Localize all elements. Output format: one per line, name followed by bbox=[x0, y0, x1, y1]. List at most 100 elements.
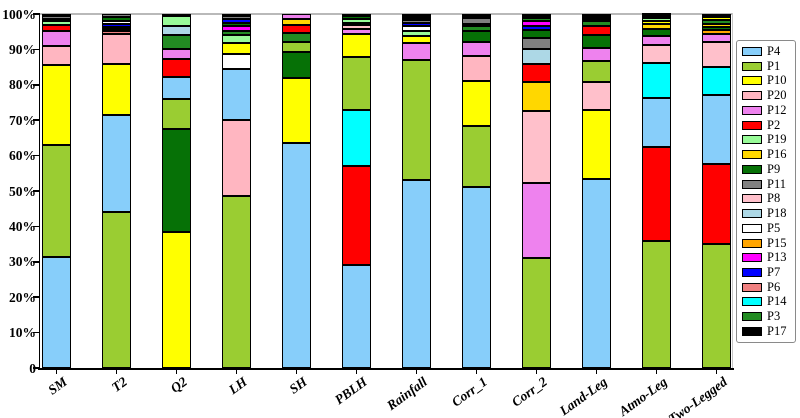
bar-segment-Atmo-Leg-P8 bbox=[642, 44, 671, 63]
bar-segment-Two-Legged-P16 bbox=[702, 23, 731, 28]
bar-segment-PBLH-P19 bbox=[342, 18, 371, 23]
bar-segment-Two-Legged-P10 bbox=[702, 16, 731, 21]
x-tick-mark-Corr_1 bbox=[475, 369, 478, 374]
bar-segment-Rainfall-P12 bbox=[402, 43, 431, 61]
bar-segment-Atmo-Leg-P7 bbox=[642, 15, 671, 18]
bar-segment-Land-Leg-P3 bbox=[582, 21, 611, 26]
y-tick-mark-60 bbox=[33, 154, 39, 157]
bar-segment-Corr_1-P10 bbox=[462, 80, 491, 127]
legend-label-P7: P7 bbox=[767, 265, 781, 280]
legend-swatch-P20 bbox=[742, 91, 762, 101]
legend-swatch-P8 bbox=[742, 194, 762, 204]
legend-label-P2: P2 bbox=[767, 117, 781, 132]
legend-label-P13: P13 bbox=[767, 250, 787, 265]
legend-item-P8: P8 bbox=[742, 192, 793, 205]
legend-item-P6: P6 bbox=[742, 280, 793, 294]
x-tick-mark-Atmo-Leg bbox=[655, 369, 658, 374]
x-tick-mark-Two-Legged bbox=[715, 369, 718, 374]
bar-segment-PBLH-P2 bbox=[342, 166, 371, 266]
legend-item-P19: P19 bbox=[742, 133, 793, 146]
bar-segment-Two-Legged-P4 bbox=[702, 95, 731, 165]
x-tick-mark-PBLH bbox=[355, 369, 358, 374]
legend-label-P10: P10 bbox=[767, 73, 787, 88]
top-spine bbox=[40, 13, 733, 15]
bar-segment-Q2-P17 bbox=[162, 14, 191, 17]
bar-segment-SM-P9 bbox=[42, 18, 71, 22]
bar-segment-Rainfall-P1 bbox=[402, 60, 431, 181]
bar-segment-Q2-P18 bbox=[162, 26, 191, 36]
bar-segment-SM-P4 bbox=[42, 256, 71, 368]
bar-T2 bbox=[102, 14, 131, 368]
legend: P4 P1 P10 P20 P12 P2 P19 P16 P9 P11 P8 P18 P5 P15 P13 P… bbox=[736, 40, 796, 343]
bar-segment-Rainfall-P17 bbox=[402, 14, 431, 21]
x-tick-mark-Corr_2 bbox=[535, 369, 538, 374]
bar-segment-Rainfall-P5 bbox=[402, 26, 431, 32]
bar-SH bbox=[282, 14, 311, 368]
legend-label-P15: P15 bbox=[767, 235, 787, 250]
bar-segment-SM-P19 bbox=[42, 21, 71, 25]
bar-segment-Two-Legged-P2 bbox=[702, 164, 731, 245]
bar-segment-Rainfall-P7 bbox=[402, 22, 431, 27]
bar-segment-LH-P9 bbox=[222, 22, 251, 27]
bar-segment-Corr_2-P12 bbox=[522, 182, 551, 259]
y-tick-mark-100 bbox=[33, 13, 39, 15]
legend-label-P3: P3 bbox=[767, 309, 781, 324]
legend-swatch-P4 bbox=[742, 47, 762, 56]
bar-segment-Land-Leg-P9 bbox=[582, 34, 611, 49]
legend-item-P16: P16 bbox=[742, 148, 793, 161]
x-tick-mark-Q2 bbox=[175, 369, 178, 374]
bar-segment-PBLH-P10 bbox=[342, 33, 371, 57]
legend-item-P18: P18 bbox=[742, 207, 793, 220]
bar-segment-T2-P11 bbox=[102, 14, 131, 17]
bar-segment-LH-P11 bbox=[222, 15, 251, 20]
bar-segment-Atmo-Leg-P19 bbox=[642, 17, 671, 22]
legend-swatch-P19 bbox=[742, 135, 762, 145]
y-tick-mark-20 bbox=[33, 296, 39, 298]
bar-Land-Leg bbox=[582, 13, 611, 368]
bar-segment-Atmo-Leg-P10 bbox=[642, 21, 671, 25]
y-axis-line bbox=[38, 13, 40, 369]
bar-segment-Land-Leg-P10 bbox=[582, 109, 611, 179]
bar-segment-PBLH-P4 bbox=[342, 265, 371, 368]
legend-item-P13: P13 bbox=[742, 251, 793, 264]
bar-segment-SM-P17 bbox=[42, 13, 71, 16]
legend-item-P5: P5 bbox=[742, 221, 793, 235]
bar-segment-Corr_2-P17 bbox=[522, 14, 551, 18]
bar-segment-T2-P10 bbox=[102, 64, 131, 115]
bar-segment-PBLH-P9 bbox=[342, 15, 371, 19]
bar-segment-Corr_2-P1 bbox=[522, 258, 551, 368]
bar-segment-T2-P9 bbox=[102, 16, 131, 22]
legend-swatch-P2 bbox=[742, 120, 762, 130]
legend-swatch-P14 bbox=[742, 297, 762, 307]
legend-swatch-P7 bbox=[742, 268, 762, 278]
bar-segment-Corr_2-P16 bbox=[522, 82, 551, 111]
legend-swatch-P3 bbox=[742, 312, 762, 322]
bar-segment-Two-Legged-P15 bbox=[702, 30, 731, 35]
bar-segment-Atmo-Leg-P4 bbox=[642, 98, 671, 147]
legend-swatch-P12 bbox=[742, 105, 762, 115]
bar-segment-Atmo-Leg-P12 bbox=[642, 35, 671, 45]
legend-label-P16: P16 bbox=[767, 147, 787, 162]
bar-PBLH bbox=[342, 13, 371, 368]
bar-segment-LH-P5 bbox=[222, 53, 251, 69]
bar-Two-Legged bbox=[702, 14, 731, 368]
legend-item-P9: P9 bbox=[742, 162, 793, 176]
bar-segment-SM-P20 bbox=[42, 45, 71, 66]
legend-label-P17: P17 bbox=[767, 323, 787, 338]
bar-segment-SH-P4 bbox=[282, 143, 311, 368]
bar-segment-Two-Legged-P1 bbox=[702, 244, 731, 368]
bar-segment-SM-P2 bbox=[42, 24, 71, 31]
x-label-SM: SM bbox=[44, 374, 70, 398]
bar-segment-T2-P7 bbox=[102, 23, 131, 28]
bar-segment-LH-P7 bbox=[222, 19, 251, 23]
y-tick-label-90: 90% bbox=[9, 41, 36, 57]
bar-segment-SH-P12 bbox=[282, 14, 311, 19]
x-tick-mark-Land-Leg bbox=[595, 369, 598, 374]
bar-segment-Two-Legged-P14 bbox=[702, 67, 731, 96]
x-tick-mark-SH bbox=[295, 369, 298, 374]
bar-segment-PBLH-P12 bbox=[342, 29, 371, 34]
legend-label-P8: P8 bbox=[767, 191, 781, 206]
legend-swatch-P18 bbox=[742, 209, 762, 219]
bar-segment-Q2-P4 bbox=[162, 77, 191, 99]
